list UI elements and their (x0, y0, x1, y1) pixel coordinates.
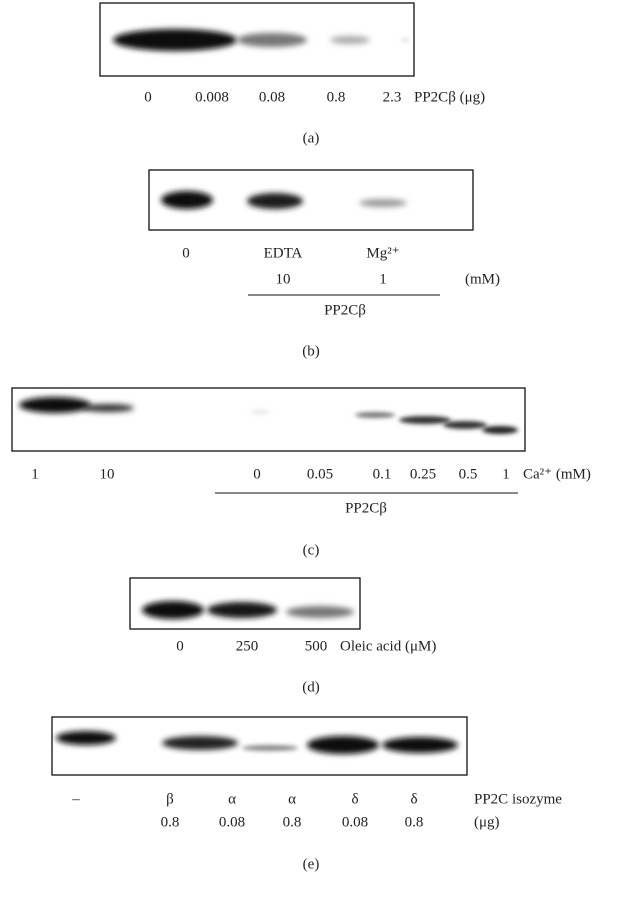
caption: (c) (303, 542, 320, 558)
caption: (d) (302, 679, 320, 695)
lane-label: 250 (236, 638, 259, 654)
caption: (b) (302, 343, 320, 359)
unit-label: PP2Cβ (μg) (414, 89, 485, 105)
group-label: PP2Cβ (324, 302, 366, 318)
unit-label: (μg) (474, 814, 500, 830)
unit-label: (mM) (465, 271, 500, 287)
lane-label: 0.8 (283, 814, 302, 830)
lane-label: 1 (379, 271, 387, 287)
lane-label: 0.1 (373, 466, 392, 482)
panel-c: 1 10 0 0.05 0.1 0.25 0.5 1 Ca²⁺ (mM) PP2… (12, 388, 591, 558)
lane-label: 0 (182, 245, 190, 261)
unit-label: Ca²⁺ (mM) (523, 466, 591, 482)
lane-label: δ (410, 791, 417, 807)
lane-label: 10 (276, 271, 291, 287)
caption: (a) (303, 130, 320, 146)
lane-label: 0 (176, 638, 184, 654)
lane-label: 0.08 (259, 89, 285, 105)
lane-label: 1 (502, 466, 510, 482)
lane-label: 0.08 (342, 814, 368, 830)
lane-label: 0.008 (195, 89, 229, 105)
lane-label: α (228, 791, 236, 807)
lane-label: 0.05 (307, 466, 333, 482)
panel-a: 0 0.008 0.08 0.8 2.3 PP2Cβ (μg) (a) (100, 3, 485, 146)
lane-label: 0 (253, 466, 261, 482)
panel-b: 0 EDTA Mg²⁺ 10 1 (mM) PP2Cβ (b) (149, 170, 500, 359)
lane-label: 1 (31, 466, 39, 482)
lane-label: 0.5 (459, 466, 478, 482)
panel-d: 0 250 500 Oleic acid (μM) (d) (130, 578, 436, 695)
lane-label: 0.25 (410, 466, 436, 482)
lane-label: Mg²⁺ (366, 245, 399, 261)
lane-label: 10 (100, 466, 115, 482)
lane-label: 2.3 (383, 89, 402, 105)
lane-label: 0.8 (327, 89, 346, 105)
lane-label: EDTA (264, 245, 303, 261)
lane-label: δ (351, 791, 358, 807)
lane-label: 0 (144, 89, 152, 105)
caption: (e) (303, 856, 320, 872)
lane-label: – (71, 791, 80, 807)
lane-label: 0.8 (161, 814, 180, 830)
group-label: PP2Cβ (345, 500, 387, 516)
lane-label: 500 (305, 638, 328, 654)
unit-label: Oleic acid (μM) (340, 638, 436, 654)
panel-e: – β α α δ δ 0.8 0.08 0.8 0.08 0.8 PP2C i… (52, 717, 562, 872)
lane-label: α (288, 791, 296, 807)
unit-label: PP2C isozyme (474, 791, 562, 807)
figure: 0 0.008 0.08 0.8 2.3 PP2Cβ (μg) (a) 0 ED… (0, 0, 623, 906)
lane-label: 0.08 (219, 814, 245, 830)
lane-label: 0.8 (405, 814, 424, 830)
lane-label: β (166, 791, 174, 807)
